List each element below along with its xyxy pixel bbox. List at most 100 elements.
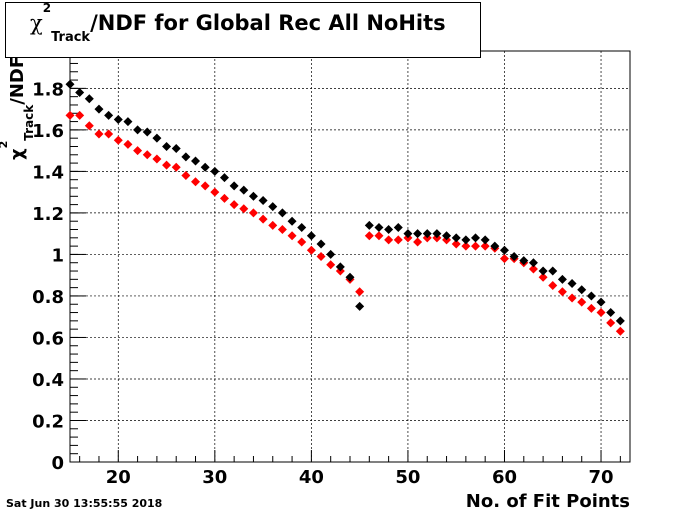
data-point bbox=[451, 239, 461, 249]
data-point bbox=[316, 252, 326, 261]
data-point bbox=[519, 256, 529, 266]
data-point bbox=[355, 301, 365, 311]
data-point bbox=[606, 308, 616, 318]
ylabel-rest: /NDF bbox=[7, 55, 28, 105]
data-point bbox=[171, 144, 181, 154]
data-point bbox=[133, 146, 143, 156]
data-point bbox=[162, 141, 172, 151]
data-point bbox=[316, 239, 326, 249]
data-point bbox=[451, 233, 461, 243]
data-point bbox=[297, 222, 307, 232]
data-point bbox=[538, 272, 548, 282]
data-point bbox=[335, 262, 345, 272]
data-point bbox=[480, 241, 490, 251]
x-tick-label: 70 bbox=[589, 467, 614, 488]
data-point bbox=[113, 115, 123, 124]
data-point bbox=[596, 308, 606, 318]
data-point bbox=[277, 225, 287, 235]
data-point bbox=[248, 208, 258, 218]
y-tick-label: 1.8 bbox=[32, 79, 64, 100]
data-point bbox=[123, 117, 133, 127]
data-point bbox=[384, 225, 394, 235]
data-point bbox=[557, 287, 567, 297]
data-point bbox=[374, 231, 384, 241]
data-point bbox=[229, 181, 239, 191]
plot-frame bbox=[69, 50, 631, 463]
data-point bbox=[113, 135, 123, 145]
data-point bbox=[210, 166, 220, 176]
data-point bbox=[393, 222, 403, 232]
data-point bbox=[94, 104, 104, 114]
title-chi: χ bbox=[30, 11, 43, 35]
data-point bbox=[84, 121, 94, 131]
data-point bbox=[287, 231, 297, 241]
title-rest: /NDF for Global Rec All NoHits bbox=[90, 11, 446, 35]
data-point bbox=[384, 235, 394, 245]
x-tick-label: 60 bbox=[492, 467, 517, 488]
y-tick-label: 0.4 bbox=[32, 370, 64, 391]
data-point bbox=[94, 129, 104, 139]
data-point bbox=[287, 216, 297, 226]
data-point bbox=[355, 287, 365, 297]
data-point bbox=[471, 233, 481, 243]
data-point bbox=[162, 160, 172, 170]
data-point bbox=[480, 235, 490, 245]
title-sup: 2 bbox=[42, 1, 52, 15]
y-tick-label: 0.8 bbox=[32, 287, 64, 308]
data-point bbox=[229, 200, 239, 210]
data-point bbox=[403, 229, 413, 239]
data-point bbox=[364, 220, 374, 230]
data-point bbox=[210, 187, 220, 197]
data-point bbox=[442, 231, 452, 241]
data-point bbox=[142, 150, 152, 160]
data-point bbox=[171, 162, 181, 172]
chart-title: χ2 Track/NDF for Global Rec All NoHits bbox=[30, 1, 446, 45]
data-point bbox=[104, 110, 114, 120]
data-point bbox=[528, 258, 538, 268]
data-point bbox=[75, 110, 85, 120]
data-point bbox=[104, 129, 114, 139]
data-point bbox=[461, 235, 471, 245]
data-point bbox=[567, 278, 577, 288]
data-point bbox=[239, 204, 249, 214]
data-point bbox=[499, 245, 509, 255]
data-point bbox=[538, 266, 548, 276]
title-sub: Track bbox=[51, 30, 91, 46]
data-point bbox=[268, 220, 278, 230]
y-tick-label: 0 bbox=[51, 453, 64, 474]
data-point bbox=[615, 326, 625, 336]
data-point bbox=[490, 241, 500, 251]
data-point bbox=[239, 185, 249, 195]
data-point bbox=[181, 171, 191, 181]
data-point bbox=[461, 241, 471, 251]
x-tick-label: 40 bbox=[299, 467, 324, 488]
y-tick-label: 1.6 bbox=[32, 121, 64, 142]
ylabel-sup: 2 bbox=[0, 141, 10, 149]
data-point bbox=[219, 193, 229, 203]
data-point bbox=[432, 229, 442, 239]
data-point bbox=[152, 154, 162, 164]
data-point bbox=[528, 264, 538, 274]
y-tick-label: 1.2 bbox=[32, 204, 64, 225]
data-point bbox=[306, 231, 316, 241]
data-point bbox=[586, 303, 596, 313]
data-point bbox=[181, 152, 191, 162]
data-point bbox=[65, 79, 75, 89]
x-tick-label: 20 bbox=[106, 467, 131, 488]
data-point bbox=[413, 237, 423, 247]
x-tick-label: 30 bbox=[202, 467, 227, 488]
data-point bbox=[277, 208, 287, 218]
data-point bbox=[606, 318, 616, 328]
data-point bbox=[345, 272, 355, 282]
data-point bbox=[586, 291, 596, 301]
data-point bbox=[577, 297, 587, 307]
data-point bbox=[191, 177, 201, 187]
y-tick-label: 0.6 bbox=[32, 328, 64, 349]
y-tick-label: 1.4 bbox=[32, 162, 64, 183]
ylabel-sub: Track bbox=[21, 104, 36, 141]
data-point bbox=[75, 88, 85, 98]
data-point bbox=[596, 297, 606, 307]
data-point bbox=[615, 316, 625, 326]
